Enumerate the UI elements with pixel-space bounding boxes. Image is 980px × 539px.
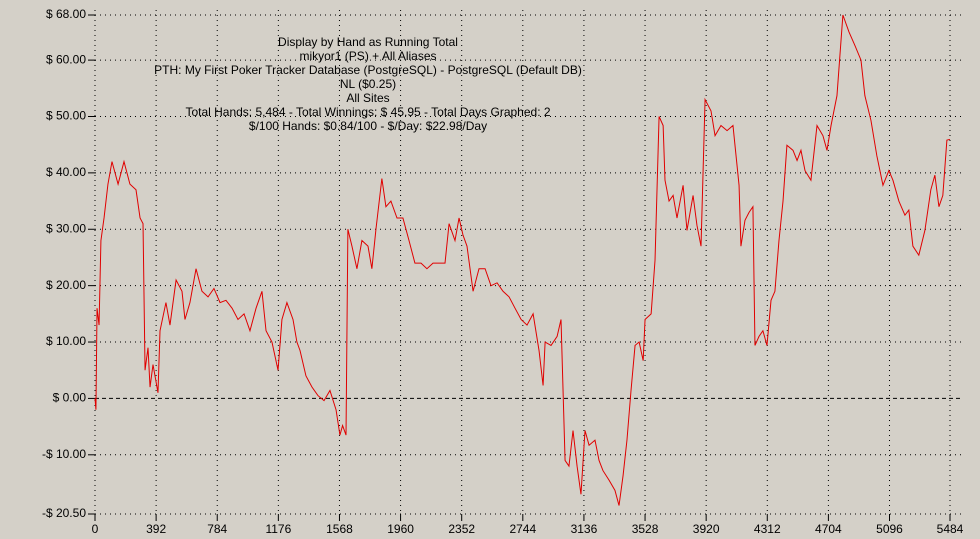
annotation: All Sites	[346, 91, 389, 105]
x-tick-label: 3920	[693, 522, 720, 536]
y-tick-label: $ 0.00	[53, 391, 87, 405]
x-tick-label: 5096	[876, 522, 903, 536]
x-tick-label: 2352	[448, 522, 475, 536]
x-tick-label: 3528	[632, 522, 659, 536]
x-tick-label: 392	[146, 522, 166, 536]
y-tick-label: -$ 20.50	[42, 506, 86, 520]
y-tick-label: $ 10.00	[46, 334, 86, 348]
x-tick-label: 0	[92, 522, 99, 536]
x-tick-label: 2744	[509, 522, 536, 536]
annotation: Display by Hand as Running Total	[278, 35, 458, 49]
annotation: $/100 Hands: $0.84/100 - $/Day: $22.98/D…	[249, 119, 487, 133]
y-tick-label: $ 68.00	[46, 7, 86, 21]
y-tick-label: $ 30.00	[46, 221, 86, 235]
x-tick-label: 1176	[265, 522, 291, 536]
x-tick-label: 3136	[571, 522, 598, 536]
x-tick-label: 784	[207, 522, 227, 536]
x-tick-label: 5484	[937, 522, 964, 536]
annotation: Total Hands: 5,484 - Total Winnings: $ 4…	[185, 105, 550, 119]
annotation: NL ($0.25)	[340, 77, 396, 91]
data-line	[94, 14, 951, 506]
y-tick-label: $ 40.00	[46, 165, 86, 179]
annotation: PTH: My First Poker Tracker Database (Po…	[154, 63, 582, 77]
x-tick-label: 4312	[754, 522, 781, 536]
y-tick-label: -$ 10.00	[42, 447, 86, 461]
y-tick-label: $ 60.00	[46, 52, 86, 66]
x-tick-label: 4704	[815, 522, 842, 536]
annotation: mikyor1 (PS) + All Aliases	[299, 49, 436, 63]
y-tick-label: $ 20.00	[46, 278, 86, 292]
x-tick-label: 1568	[326, 522, 353, 536]
y-tick-label: $ 50.00	[46, 109, 86, 123]
x-tick-label: 1960	[387, 522, 414, 536]
